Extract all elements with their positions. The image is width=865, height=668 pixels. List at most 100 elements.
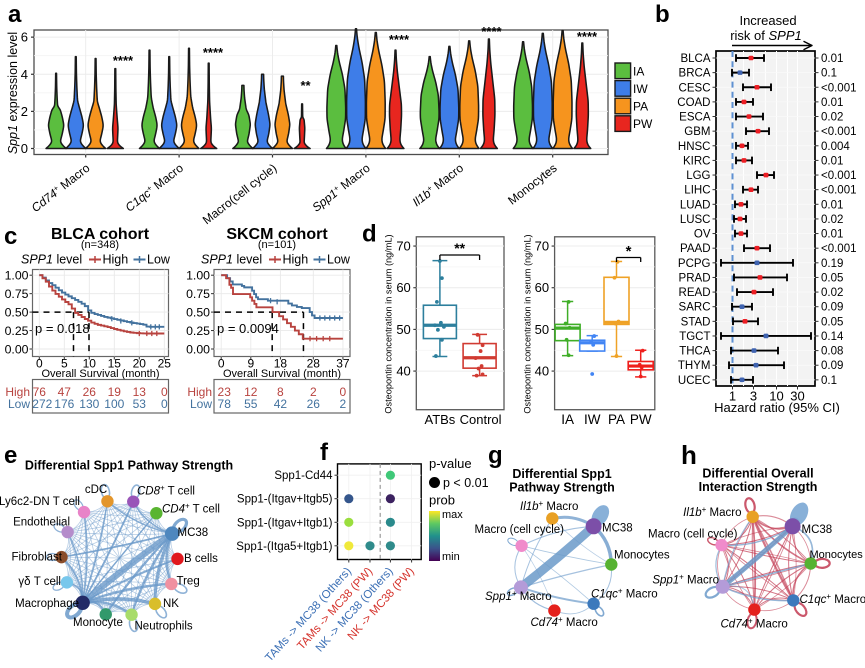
svg-text:0.75: 0.75 [186, 287, 210, 301]
svg-text:176: 176 [54, 397, 74, 411]
svg-text:53: 53 [133, 397, 147, 411]
svg-text:4: 4 [21, 67, 28, 82]
svg-text:BLCA cohort: BLCA cohort [51, 226, 150, 243]
svg-text:0.02: 0.02 [821, 214, 843, 226]
svg-text:0: 0 [340, 385, 347, 399]
svg-text:0: 0 [161, 385, 168, 399]
svg-text:B cells: B cells [184, 553, 218, 565]
svg-text:THCA: THCA [679, 346, 711, 358]
svg-text:SPP1 level: SPP1 level [201, 253, 262, 267]
svg-text:NK: NK [163, 598, 179, 610]
svg-text:*: * [626, 243, 632, 260]
svg-text:Pathway Strength: Pathway Strength [509, 481, 615, 495]
svg-text:0.01: 0.01 [821, 53, 843, 65]
svg-text:CD4+ T cell: CD4+ T cell [162, 501, 220, 516]
svg-text:5: 5 [61, 357, 68, 371]
svg-text:p-value: p-value [429, 456, 472, 471]
svg-text:Spp1-Cd44: Spp1-Cd44 [274, 470, 333, 482]
svg-text:0.05: 0.05 [821, 316, 843, 328]
svg-text:High: High [103, 253, 129, 267]
svg-text:60: 60 [396, 280, 410, 295]
svg-text:0.08: 0.08 [821, 346, 843, 358]
svg-text:Spp1-(Itgav+Itgb5): Spp1-(Itgav+Itgb5) [237, 494, 333, 506]
svg-text:0.01: 0.01 [821, 97, 843, 109]
svg-text:0.02: 0.02 [821, 112, 843, 124]
svg-text:40: 40 [396, 364, 410, 379]
svg-text:Il1b+ Macro: Il1b+ Macro [409, 160, 466, 209]
svg-text:40: 40 [535, 364, 549, 379]
svg-text:0: 0 [218, 357, 225, 371]
svg-text:<0.001: <0.001 [821, 185, 857, 197]
svg-text:LIHC: LIHC [684, 185, 710, 197]
svg-text:C1qc+ Macro: C1qc+ Macro [122, 160, 186, 214]
svg-text:STAD: STAD [681, 316, 711, 328]
svg-text:130: 130 [79, 397, 99, 411]
svg-text:risk of SPP1: risk of SPP1 [730, 28, 802, 43]
svg-text:CD8+ T cell: CD8+ T cell [137, 483, 195, 498]
svg-text:High: High [187, 385, 212, 399]
svg-text:Monocytes: Monocytes [614, 550, 670, 562]
svg-text:0.25: 0.25 [186, 324, 210, 338]
svg-text:42: 42 [274, 397, 288, 411]
svg-text:c: c [4, 223, 17, 250]
svg-text:0.09: 0.09 [821, 302, 843, 314]
svg-text:19: 19 [108, 385, 122, 399]
svg-text:(n=348): (n=348) [81, 239, 119, 251]
svg-text:1.00: 1.00 [5, 269, 29, 283]
svg-text:Spp1+ Macro: Spp1+ Macro [309, 160, 373, 214]
svg-text:2: 2 [21, 104, 28, 119]
svg-text:UCEC: UCEC [678, 375, 711, 387]
svg-text:PW: PW [630, 412, 652, 427]
svg-text:Cd74+ Macro: Cd74+ Macro [721, 616, 788, 631]
svg-text:****: **** [577, 29, 598, 44]
svg-text:Low: Low [190, 397, 212, 411]
svg-text:10: 10 [83, 357, 97, 371]
svg-text:0.05: 0.05 [821, 273, 843, 285]
svg-text:0.19: 0.19 [821, 258, 843, 270]
svg-text:0.75: 0.75 [5, 287, 29, 301]
svg-text:LUSC: LUSC [680, 214, 711, 226]
svg-text:70: 70 [535, 239, 549, 254]
svg-text:0.02: 0.02 [821, 287, 843, 299]
svg-text:1: 1 [729, 389, 736, 404]
svg-text:76: 76 [33, 385, 47, 399]
svg-text:15: 15 [108, 357, 122, 371]
svg-text:0.004: 0.004 [821, 141, 850, 153]
svg-text:min: min [442, 551, 460, 563]
svg-text:Macro (cell cycle): Macro (cell cycle) [648, 529, 738, 541]
svg-text:0.50: 0.50 [5, 305, 29, 319]
svg-text:SKCM cohort: SKCM cohort [226, 226, 328, 243]
svg-text:0: 0 [36, 357, 43, 371]
svg-text:50: 50 [535, 322, 549, 337]
svg-text:OV: OV [694, 229, 711, 241]
svg-text:8: 8 [277, 385, 284, 399]
svg-text:prob: prob [429, 493, 455, 508]
svg-text:Low: Low [8, 397, 30, 411]
svg-text:SPP1 level: SPP1 level [21, 253, 82, 267]
svg-text:MC38: MC38 [178, 527, 209, 539]
svg-text:Control: Control [460, 412, 502, 427]
svg-text:PAAD: PAAD [680, 243, 710, 255]
svg-text:TAMs -> MC38 (Others): TAMs -> MC38 (Others) [263, 565, 354, 664]
svg-text:70: 70 [396, 239, 410, 254]
svg-text:CESC: CESC [679, 82, 711, 94]
svg-text:Treg: Treg [177, 576, 200, 588]
svg-text:IA: IA [633, 64, 644, 78]
svg-text:Osteopontin concentration in s: Osteopontin concentration in serum (ng/m… [384, 234, 394, 413]
svg-text:<0.001: <0.001 [821, 243, 857, 255]
svg-text:Endothelial: Endothelial [13, 517, 70, 529]
svg-text:0.09: 0.09 [821, 360, 843, 372]
svg-text:26: 26 [83, 385, 97, 399]
svg-text:High: High [283, 253, 309, 267]
svg-text:0.01: 0.01 [821, 229, 843, 241]
svg-text:PW: PW [633, 117, 653, 131]
svg-text:Monocytes: Monocytes [810, 549, 864, 561]
svg-text:C1qc+ Macro: C1qc+ Macro [800, 592, 865, 607]
svg-text:0: 0 [21, 141, 28, 156]
svg-text:26: 26 [307, 397, 321, 411]
svg-text:0.1: 0.1 [821, 375, 837, 387]
svg-text:Ly6c2-DN T cell: Ly6c2-DN T cell [0, 496, 80, 508]
svg-text:****: **** [389, 32, 410, 47]
svg-text:g: g [488, 442, 503, 469]
svg-text:PCPG: PCPG [678, 258, 711, 270]
